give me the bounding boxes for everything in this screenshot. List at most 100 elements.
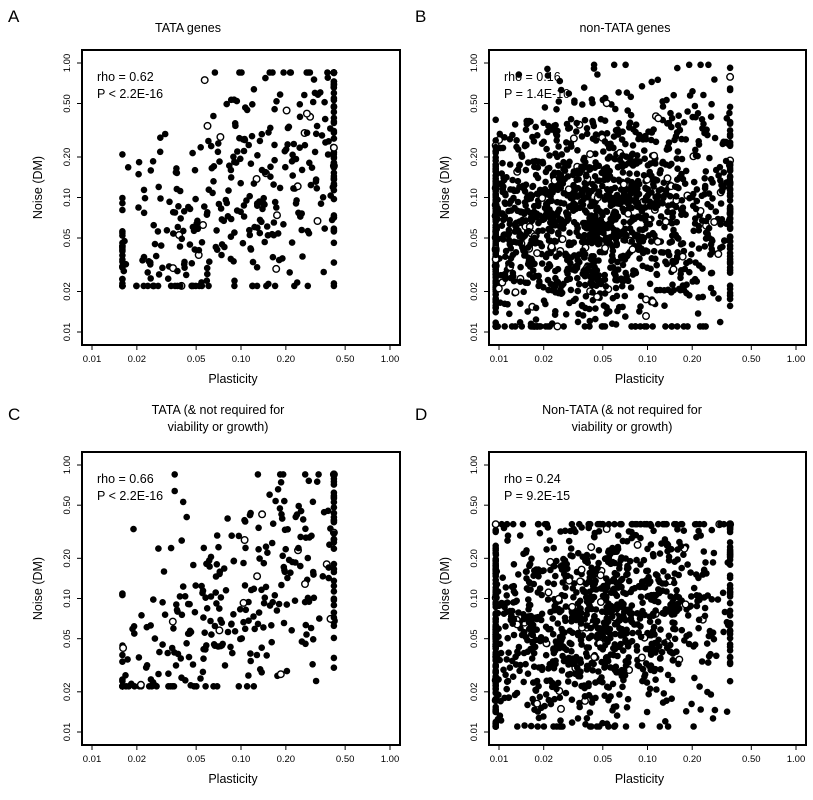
data-point xyxy=(226,162,233,169)
y-tick-label: 0.20 xyxy=(62,549,73,568)
data-point xyxy=(222,587,230,594)
data-point xyxy=(667,641,674,649)
data-point xyxy=(650,126,657,133)
data-point xyxy=(203,121,212,130)
data-point xyxy=(593,292,602,301)
data-point xyxy=(701,175,708,182)
data-point xyxy=(599,625,606,632)
data-point xyxy=(512,223,520,231)
scatter-points xyxy=(491,520,735,730)
data-point xyxy=(566,275,574,283)
data-point xyxy=(556,250,563,258)
data-point xyxy=(721,237,728,244)
data-point xyxy=(237,179,244,187)
data-point xyxy=(702,323,709,330)
x-tick-label: 0.02 xyxy=(534,354,553,365)
data-point xyxy=(595,559,602,567)
data-point xyxy=(284,574,291,582)
data-point xyxy=(131,630,138,637)
data-point xyxy=(674,249,681,256)
data-point xyxy=(614,258,621,266)
data-point xyxy=(606,153,613,160)
data-point xyxy=(491,520,500,529)
data-point xyxy=(253,572,262,581)
data-point xyxy=(575,176,582,183)
data-point xyxy=(700,594,708,601)
data-point xyxy=(581,323,589,330)
data-point xyxy=(210,178,217,185)
x-tick-label: 1.00 xyxy=(381,354,400,365)
data-point xyxy=(305,477,313,485)
data-point xyxy=(623,704,631,711)
rho-annotation: rho = 0.24 xyxy=(504,472,561,486)
data-point xyxy=(284,141,291,148)
data-point xyxy=(726,120,734,127)
data-point xyxy=(534,164,542,171)
data-point xyxy=(260,200,267,207)
data-point xyxy=(213,246,221,253)
data-point xyxy=(217,594,225,601)
data-point xyxy=(213,600,220,607)
data-point xyxy=(140,253,148,261)
data-point xyxy=(330,595,338,602)
data-point xyxy=(608,613,616,620)
data-point xyxy=(581,231,588,239)
data-point xyxy=(714,596,722,603)
data-point xyxy=(662,187,670,194)
data-point xyxy=(258,166,266,174)
data-point xyxy=(503,608,511,616)
data-point xyxy=(726,302,734,310)
data-point xyxy=(659,249,667,256)
data-point xyxy=(621,606,629,614)
data-point xyxy=(695,262,703,269)
data-point xyxy=(503,288,511,296)
data-point xyxy=(500,174,507,182)
data-point xyxy=(572,295,579,303)
data-point xyxy=(535,714,543,722)
data-point xyxy=(170,625,177,632)
data-point xyxy=(307,181,315,189)
x-tick-label: 0.50 xyxy=(742,754,761,765)
data-point xyxy=(280,619,288,627)
data-point xyxy=(147,275,154,282)
data-point xyxy=(506,664,514,671)
data-point xyxy=(135,158,143,166)
data-point xyxy=(639,599,646,606)
data-point xyxy=(235,532,243,540)
data-point xyxy=(553,723,560,730)
data-point xyxy=(330,102,338,110)
data-point xyxy=(517,263,524,271)
data-point xyxy=(173,606,181,614)
data-point xyxy=(121,237,128,245)
data-point xyxy=(325,138,332,145)
data-point xyxy=(119,263,126,270)
data-point xyxy=(238,635,246,642)
p-value-annotation: P < 2.2E-16 xyxy=(97,87,163,101)
data-point xyxy=(680,286,688,294)
data-point xyxy=(505,207,512,215)
data-point xyxy=(492,643,500,650)
data-point xyxy=(536,693,544,701)
data-point xyxy=(726,612,734,619)
rho-annotation: rho = 0.66 xyxy=(97,472,154,486)
data-point xyxy=(726,166,734,174)
data-point xyxy=(611,184,619,192)
data-point xyxy=(207,593,215,600)
data-point xyxy=(179,583,187,590)
data-point xyxy=(309,661,316,668)
data-point xyxy=(492,528,500,536)
data-point xyxy=(324,151,332,158)
data-point xyxy=(566,627,574,635)
data-point xyxy=(239,239,247,247)
data-point xyxy=(231,120,239,127)
data-point xyxy=(498,520,506,528)
data-point xyxy=(596,177,603,184)
data-point xyxy=(613,712,621,719)
data-point xyxy=(527,722,535,730)
data-point xyxy=(708,526,716,534)
data-point xyxy=(254,471,262,478)
data-point xyxy=(253,651,261,659)
data-point xyxy=(678,170,685,178)
x-tick-label: 0.02 xyxy=(534,754,553,765)
data-point xyxy=(500,183,507,190)
